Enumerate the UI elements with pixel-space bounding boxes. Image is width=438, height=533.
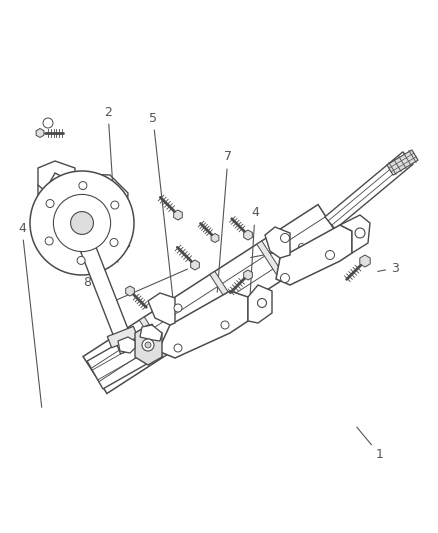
Polygon shape (191, 260, 199, 270)
Text: 3: 3 (378, 262, 399, 274)
Polygon shape (139, 317, 168, 357)
Circle shape (221, 321, 229, 329)
Circle shape (174, 304, 182, 312)
Circle shape (43, 118, 53, 128)
Polygon shape (107, 326, 138, 348)
Circle shape (111, 201, 119, 209)
Polygon shape (248, 285, 272, 323)
Polygon shape (80, 243, 135, 354)
Circle shape (145, 342, 151, 348)
Polygon shape (211, 233, 219, 243)
Text: 7: 7 (217, 150, 232, 292)
Polygon shape (140, 325, 162, 341)
Circle shape (77, 256, 85, 264)
Text: 4: 4 (250, 206, 259, 294)
Circle shape (53, 195, 111, 252)
Polygon shape (148, 293, 175, 325)
Circle shape (174, 344, 182, 352)
Polygon shape (325, 152, 413, 229)
Polygon shape (118, 337, 135, 353)
Polygon shape (38, 173, 128, 263)
Polygon shape (126, 286, 134, 296)
Polygon shape (83, 205, 342, 393)
Circle shape (280, 233, 290, 243)
Circle shape (325, 251, 335, 260)
Text: 5: 5 (149, 111, 175, 314)
Polygon shape (210, 271, 239, 311)
Text: 6: 6 (101, 269, 187, 311)
Polygon shape (135, 325, 162, 365)
Text: 2: 2 (104, 106, 118, 262)
Polygon shape (38, 161, 75, 191)
Circle shape (258, 298, 266, 308)
Text: 1: 1 (357, 427, 384, 462)
Polygon shape (174, 210, 182, 220)
Polygon shape (257, 241, 286, 281)
Circle shape (79, 182, 87, 190)
Circle shape (71, 212, 93, 235)
Polygon shape (158, 291, 248, 358)
Polygon shape (387, 150, 418, 175)
Circle shape (45, 237, 53, 245)
Polygon shape (265, 227, 290, 258)
Circle shape (110, 238, 118, 246)
Polygon shape (276, 225, 352, 285)
Circle shape (355, 228, 365, 238)
Polygon shape (244, 270, 252, 280)
Polygon shape (87, 324, 168, 389)
Text: 8: 8 (83, 246, 130, 289)
Text: 4: 4 (18, 222, 42, 407)
Circle shape (142, 339, 154, 351)
Circle shape (30, 171, 134, 275)
Text: 6: 6 (251, 241, 304, 257)
Polygon shape (244, 230, 252, 240)
Circle shape (280, 273, 290, 282)
Circle shape (46, 199, 54, 207)
Polygon shape (360, 255, 370, 267)
Polygon shape (36, 128, 44, 138)
Polygon shape (340, 215, 370, 253)
